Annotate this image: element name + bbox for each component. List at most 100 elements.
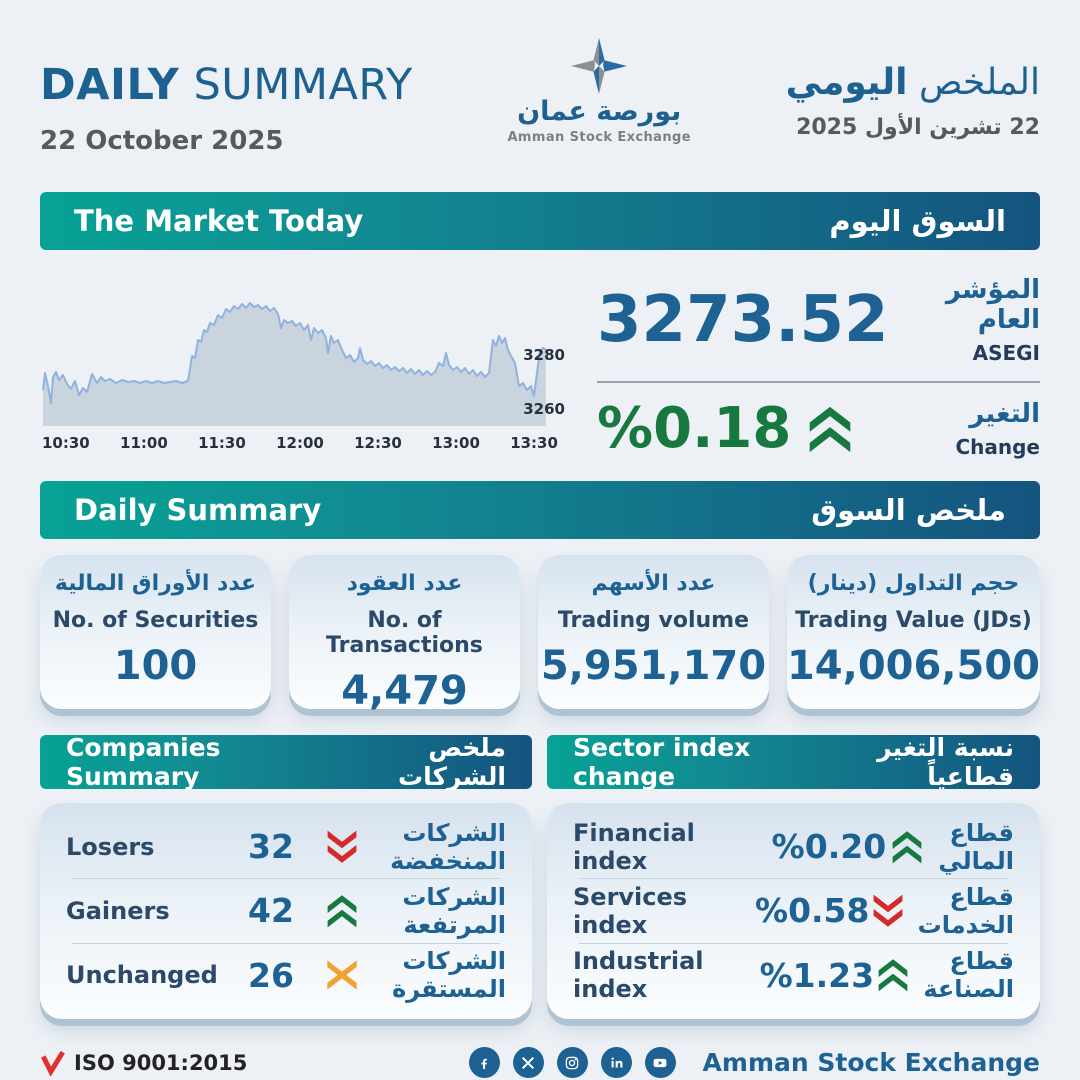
daily-summary-title-ar: ملخص السوق <box>811 493 1006 527</box>
sector-row-financial: Financial index %0.20 قطاع المالي <box>573 815 1014 878</box>
row-divider <box>72 942 500 944</box>
sectors-title-en: Sector index change <box>573 733 751 791</box>
page-title: DAILY SUMMARY <box>40 60 413 110</box>
double-chevron-down-icon <box>867 894 910 928</box>
companies-row-losers: Losers 32 الشركات المنخفضة <box>66 815 506 878</box>
header: DAILY SUMMARY 22 October 2025 بورصة عمان… <box>40 38 1040 180</box>
companies-title-en: Companies Summary <box>66 733 221 791</box>
row-value: 26 <box>248 955 294 995</box>
double-chevron-up-icon <box>318 894 366 928</box>
stat-label-ar: عدد الأوراق المالية <box>54 571 257 596</box>
double-chevron-up-icon <box>872 958 916 992</box>
sector-row-services: Services index %0.58 قطاع الخدمات <box>573 879 1014 942</box>
row-divider <box>579 878 1008 880</box>
market-today-title-ar: السوق اليوم <box>829 204 1006 238</box>
row-label-ar: قطاع الخدمات <box>917 882 1014 939</box>
double-chevron-up-icon <box>809 406 851 452</box>
companies-banner: Companies Summary ملخص الشركات <box>40 733 532 791</box>
change-value-group: %0.18 <box>597 400 853 457</box>
daily-summary-title-en: Daily Summary <box>74 493 322 527</box>
ase-star-icon <box>571 38 628 94</box>
header-right: الملخص اليومي 22 تشرين الأول 2025 <box>786 42 1040 140</box>
companies-row-gainers: Gainers 42 الشركات المرتفعة <box>66 879 506 942</box>
social-bar: Amman Stock Exchange <box>468 1047 1040 1078</box>
sectors-banner: Sector index change نسبة التغير قطاعياً <box>547 733 1040 791</box>
chart-area-fill <box>43 303 546 426</box>
row-value: %0.58 <box>755 891 870 931</box>
sectors-column: Sector index change نسبة التغير قطاعياً … <box>547 733 1040 1019</box>
stat-card-volume: عدد الأسهم Trading volume 5,951,170 <box>537 555 769 709</box>
row-label-en: Gainers <box>66 896 170 925</box>
x-tick: 13:00 <box>432 434 480 452</box>
footer-brand: Amman Stock Exchange <box>702 1048 1040 1077</box>
x-tick: 10:30 <box>42 434 90 452</box>
row-value: %1.23 <box>759 955 875 995</box>
index-value: 3273.52 <box>597 282 889 357</box>
x-tick: 11:00 <box>120 434 168 452</box>
row-divider <box>579 942 1008 944</box>
instagram-icon[interactable] <box>556 1047 588 1078</box>
page-title-ar-regular: الملخص <box>918 62 1040 103</box>
index-value-row: 3273.52 المؤشر العام ASEGI <box>597 275 1040 365</box>
stat-value: 4,479 <box>341 668 468 714</box>
x-twitter-icon[interactable] <box>512 1047 544 1078</box>
y-axis-label-3260: 3260 <box>523 400 565 418</box>
index-label-en: ASEGI <box>972 340 1040 365</box>
opposing-chevrons-icon <box>318 959 366 991</box>
sectors-title-ar: نسبة التغير قطاعياً <box>877 733 1014 791</box>
index-summary: 3273.52 المؤشر العام ASEGI %0.18 التغير <box>567 264 1040 469</box>
footer: ISO 9001:2015 Amman Stock Exchange <box>40 1047 1040 1078</box>
page-title-ar: الملخص اليومي <box>786 62 1040 103</box>
stat-label-en: Trading Value (JDs) <box>795 608 1032 633</box>
stat-label-ar: عدد الأسهم <box>591 571 716 596</box>
page-title-light: SUMMARY <box>193 60 413 110</box>
row-label-ar: قطاع المالي <box>938 818 1014 875</box>
sectors-panel: Financial index %0.20 قطاع المالي Servic… <box>547 803 1040 1019</box>
change-labels: التغير Change <box>955 399 1040 459</box>
row-label-en: Financial index <box>573 818 695 875</box>
row-label-en: Losers <box>66 832 155 861</box>
stat-card-value: حجم التداول (دينار) Trading Value (JDs) … <box>786 555 1040 709</box>
row-label-en: Services index <box>573 882 688 939</box>
facebook-icon[interactable] <box>468 1047 500 1078</box>
intraday-area-chart <box>42 302 547 426</box>
stat-label-en: Trading volume <box>557 608 750 633</box>
index-label-ar: المؤشر العام <box>945 274 1040 335</box>
intraday-chart: 3280 3260 10:30 11:00 11:30 12:00 12:30 … <box>40 264 567 469</box>
iso-certification: ISO 9001:2015 <box>40 1050 247 1076</box>
youtube-icon[interactable] <box>644 1047 676 1078</box>
stat-value: 100 <box>113 643 198 689</box>
linkedin-icon[interactable] <box>600 1047 632 1078</box>
companies-title-ar: ملخص الشركات <box>398 733 506 791</box>
row-label-en: Industrial index <box>573 947 704 1004</box>
chart-line <box>42 302 547 404</box>
x-tick: 12:30 <box>354 434 402 452</box>
x-tick: 11:30 <box>198 434 246 452</box>
ase-logo: بورصة عمان Amman Stock Exchange <box>507 38 691 145</box>
stat-label-ar: حجم التداول (دينار) <box>807 571 1020 596</box>
sector-row-industrial: Industrial index %1.23 قطاع الصناعة <box>573 944 1014 1007</box>
change-label-en: Change <box>955 434 1040 459</box>
companies-column: Companies Summary ملخص الشركات Losers 32… <box>40 733 532 1019</box>
row-value: 32 <box>248 827 294 867</box>
index-divider <box>597 380 1040 383</box>
logo-name-en: Amman Stock Exchange <box>507 130 691 145</box>
market-today-banner: The Market Today السوق اليوم <box>40 192 1040 250</box>
index-labels: المؤشر العام ASEGI <box>889 274 1040 365</box>
x-tick: 12:00 <box>276 434 324 452</box>
row-label-ar: الشركات المستقرة <box>392 947 506 1004</box>
x-axis-ticks: 10:30 11:00 11:30 12:00 12:30 13:00 13:3… <box>40 434 560 452</box>
stat-value: 14,006,500 <box>786 643 1040 689</box>
double-chevron-up-icon <box>884 830 931 864</box>
row-value: %0.20 <box>771 827 887 867</box>
stat-cards: عدد الأوراق المالية No. of Securities 10… <box>40 555 1040 714</box>
row-divider <box>72 878 500 880</box>
stat-card-securities: عدد الأوراق المالية No. of Securities 10… <box>40 555 271 709</box>
market-section: 3280 3260 10:30 11:00 11:30 12:00 12:30 … <box>40 264 1040 469</box>
stat-label-en: No. of Transactions <box>326 608 483 658</box>
check-mark-icon <box>41 1050 65 1076</box>
date-en: 22 October 2025 <box>40 126 284 156</box>
market-today-title-en: The Market Today <box>74 204 364 238</box>
change-row: %0.18 التغير Change <box>597 399 1040 459</box>
